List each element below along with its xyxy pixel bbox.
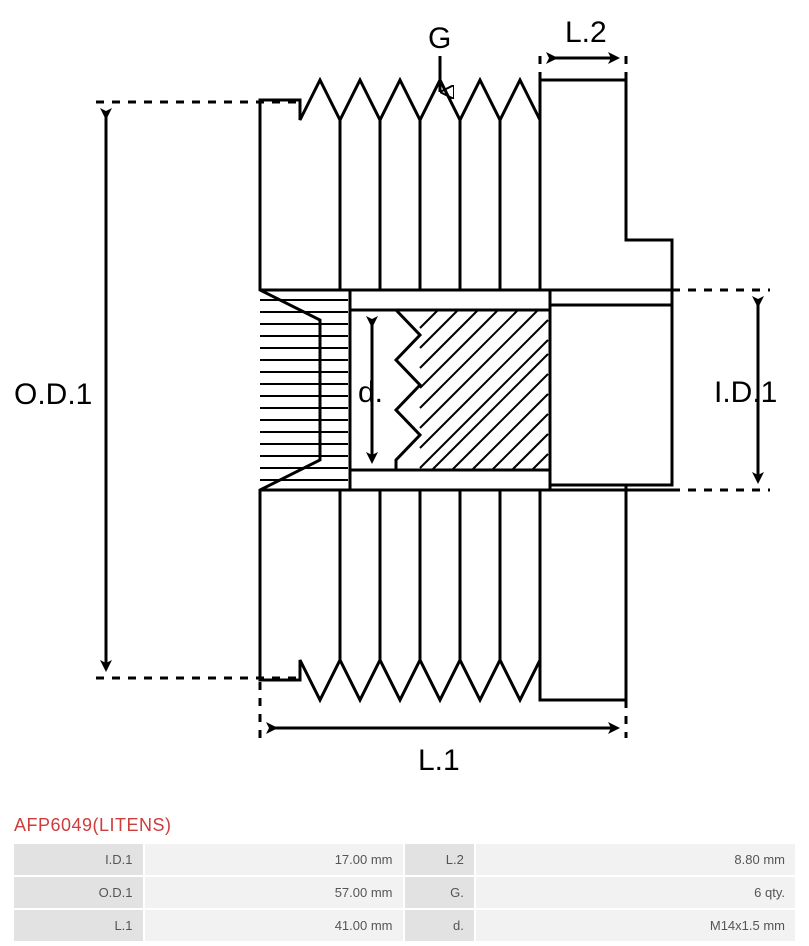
part-number-title: AFP6049(LITENS)	[14, 815, 172, 836]
table-row: I.D.1 17.00 mm L.2 8.80 mm	[14, 844, 795, 875]
pulley-outline	[260, 80, 672, 700]
spec-label-od1: O.D.1	[14, 877, 143, 908]
label-l2: L.2	[565, 16, 607, 49]
spec-value-d: M14x1.5 mm	[476, 910, 795, 941]
table-row: O.D.1 57.00 mm G. 6 qty.	[14, 877, 795, 908]
label-id1: I.D.1	[714, 376, 777, 409]
table-row: L.1 41.00 mm d. M14x1.5 mm	[14, 910, 795, 941]
label-l1: L.1	[418, 744, 460, 777]
spec-label-l1: L.1	[14, 910, 143, 941]
spec-label-l2: L.2	[405, 844, 474, 875]
spec-value-id1: 17.00 mm	[145, 844, 403, 875]
spec-value-od1: 57.00 mm	[145, 877, 403, 908]
spec-label-d: d.	[405, 910, 474, 941]
label-d: d.	[358, 376, 383, 409]
spec-value-l2: 8.80 mm	[476, 844, 795, 875]
spec-value-l1: 41.00 mm	[145, 910, 403, 941]
spec-table: I.D.1 17.00 mm L.2 8.80 mm O.D.1 57.00 m…	[12, 842, 797, 943]
spec-label-id1: I.D.1	[14, 844, 143, 875]
spec-label-g: G.	[405, 877, 474, 908]
spec-value-g: 6 qty.	[476, 877, 795, 908]
technical-drawing: O.D.1 L.1 L.2 G I.D.1 d.	[0, 0, 809, 800]
label-g: G	[428, 22, 451, 55]
label-od1: O.D.1	[14, 378, 92, 411]
